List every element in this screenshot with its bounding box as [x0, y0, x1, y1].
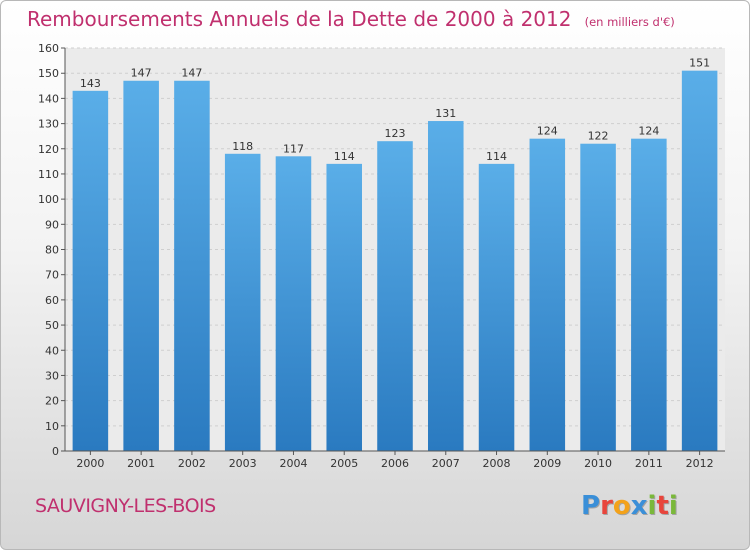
logo-letter: o	[612, 491, 631, 521]
y-tick-label: 90	[45, 218, 59, 231]
y-tick-label: 10	[45, 420, 59, 433]
bar-2003	[224, 153, 261, 451]
bar-2007	[428, 121, 464, 451]
data-label: 147	[181, 67, 202, 80]
y-tick-label: 20	[45, 395, 59, 408]
y-tick-label: 150	[38, 67, 59, 80]
x-tick-label: 2008	[483, 457, 511, 470]
bar-2004	[275, 156, 312, 451]
bar-2010	[580, 143, 616, 451]
x-tick-label: 2003	[229, 457, 257, 470]
bars	[72, 70, 718, 452]
x-tick-label: 2009	[533, 457, 561, 470]
y-tick-label: 40	[45, 344, 59, 357]
y-tick-label: 100	[38, 193, 59, 206]
y-tick-label: 160	[38, 42, 59, 55]
x-axis-ticks: 2000 2001 2002 2003 2004 2005 2006 2007 2008 2009…	[76, 451, 714, 470]
x-tick-label: 2006	[381, 457, 409, 470]
y-tick-label: 110	[38, 168, 59, 181]
logo-letter: t	[656, 491, 669, 521]
y-axis-ticks: 0 10 20 30 40 50 60 70 80 90 100 110 120 130 140 150 160	[38, 42, 65, 458]
x-tick-label: 2001	[127, 457, 155, 470]
y-tick-label: 120	[38, 143, 59, 156]
x-tick-label: 2004	[279, 457, 307, 470]
logo-letter: x	[630, 491, 648, 521]
proxiti-logo: Proxiti	[581, 491, 678, 521]
bar-2005	[326, 163, 362, 452]
logo-letter: i	[647, 491, 657, 521]
data-label: 122	[588, 130, 609, 143]
data-label: 131	[435, 107, 456, 120]
x-tick-label: 2007	[432, 457, 460, 470]
chart-title: Remboursements Annuels de la Dette de 20…	[27, 7, 572, 31]
data-label: 147	[131, 67, 152, 80]
bar-2008	[478, 163, 515, 452]
x-tick-label: 2005	[330, 457, 358, 470]
bar-2012	[681, 70, 718, 451]
data-label: 117	[283, 142, 304, 155]
x-tick-label: 2012	[686, 457, 714, 470]
bar-2006	[377, 141, 413, 451]
x-tick-label: 2002	[178, 457, 206, 470]
y-tick-label: 30	[45, 369, 59, 382]
commune-name: SAUVIGNY-LES-BOIS	[35, 495, 216, 517]
data-label: 124	[638, 125, 659, 138]
y-tick-label: 60	[45, 294, 59, 307]
logo-letter: i	[668, 491, 678, 521]
data-labels: 143 147 147 118 117 114 123 131 114 124 122 124 151	[80, 57, 710, 163]
bar-2011	[631, 138, 667, 452]
x-tick-label: 2011	[635, 457, 663, 470]
data-label: 118	[232, 140, 253, 153]
chart-subtitle: (en milliers d'€)	[584, 15, 675, 29]
y-tick-label: 0	[52, 445, 59, 458]
data-label: 151	[689, 57, 710, 70]
bar-2000	[72, 90, 109, 451]
y-tick-label: 140	[38, 92, 59, 105]
logo-letter: P	[581, 491, 601, 521]
y-tick-label: 70	[45, 269, 59, 282]
x-tick-label: 2010	[584, 457, 612, 470]
data-label: 114	[486, 150, 507, 163]
y-tick-label: 50	[45, 319, 59, 332]
data-label: 114	[334, 150, 355, 163]
y-tick-label: 80	[45, 244, 59, 257]
data-label: 124	[537, 125, 558, 138]
bar-2009	[529, 138, 566, 452]
bar-2002	[174, 80, 210, 452]
axes	[64, 48, 725, 452]
bar-2001	[123, 80, 159, 452]
data-label: 143	[80, 77, 101, 90]
data-label: 123	[385, 127, 406, 140]
logo-letter: r	[600, 491, 613, 521]
y-tick-label: 130	[38, 118, 59, 131]
x-tick-label: 2000	[76, 457, 104, 470]
title-row: Remboursements Annuels de la Dette de 20…	[27, 7, 675, 31]
